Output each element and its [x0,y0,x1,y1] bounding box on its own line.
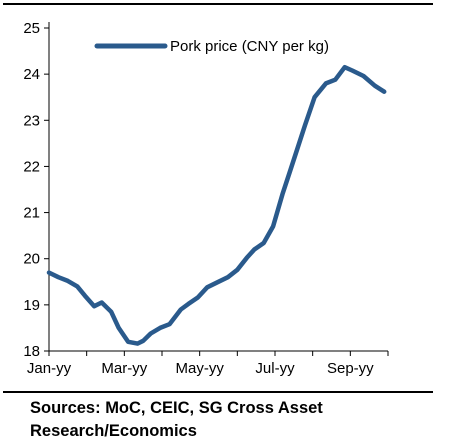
legend: Pork price (CNY per kg) [94,38,329,55]
y-axis: 18 19 20 21 22 23 24 25 [23,20,50,360]
x-tick-label: Sep-yy [327,360,374,377]
y-tick-label: 24 [23,66,40,83]
series-line-pork-price [46,64,387,346]
x-tick-label: Jan-yy [27,360,72,377]
bottom-rule [3,391,433,393]
x-axis: Jan-yy Mar-yy May-yy Jul-yy Sep-yy [27,350,389,377]
y-tick-label: 25 [23,20,40,37]
y-tick-label: 18 [23,343,40,360]
x-tick-label: May-yy [175,360,224,377]
x-tick-label: Mar-yy [101,360,147,377]
source-note: Sources: MoC, CEIC, SG Cross Asset Resea… [30,399,323,440]
x-tick-label: Jul-yy [255,360,295,377]
top-rule [3,3,433,5]
y-tick-label: 22 [23,158,40,175]
y-tick-label: 19 [23,297,40,314]
legend-label: Pork price (CNY per kg) [170,38,329,55]
series-group [46,64,387,346]
pork-price-line-chart: 18 19 20 21 22 23 24 25 Jan-yy Mar-yy May-yy Jul-y… [23,20,389,377]
y-tick-label: 20 [23,251,40,268]
y-tick-label: 21 [23,205,40,222]
y-tick-label: 23 [23,112,40,129]
